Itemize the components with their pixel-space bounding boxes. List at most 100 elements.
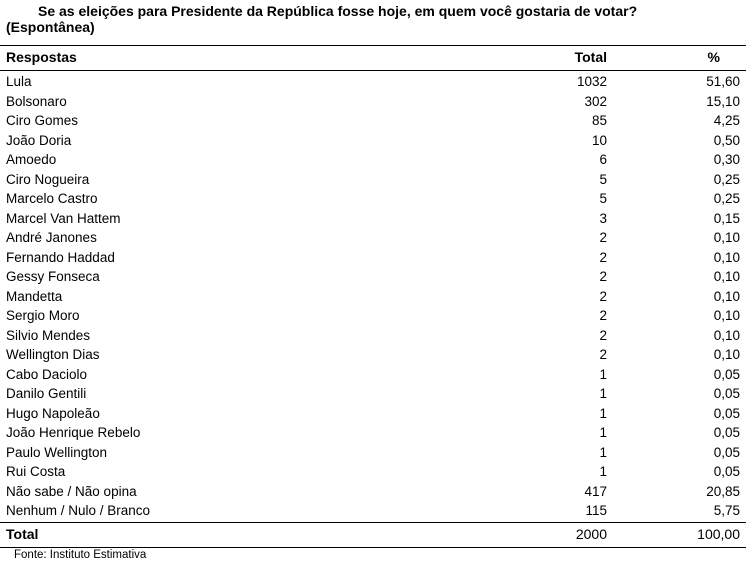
header-percent: %: [707, 49, 720, 65]
cell-total: 1032: [576, 74, 607, 89]
cell-percent: 0,05: [713, 464, 740, 479]
cell-name: Wellington Dias: [6, 347, 100, 362]
cell-total: 1: [599, 444, 607, 460]
cell-total: 115: [585, 503, 607, 518]
cell-name: André Janones: [6, 230, 97, 245]
cell-name: Hugo Napoleão: [6, 405, 100, 421]
cell-name: Mandetta: [6, 288, 63, 304]
table-title: Se as eleições para Presidente da Repúbl…: [6, 3, 742, 35]
cell-total: 2: [599, 269, 607, 284]
cell-percent: 51,60: [706, 74, 740, 89]
cell-total: 1: [599, 366, 607, 382]
cell-percent: 0,25: [713, 191, 740, 206]
source-note: Fonte: Instituto Estimativa: [14, 549, 147, 561]
cell-percent: 0,10: [713, 269, 740, 284]
total-percent: 100,00: [697, 525, 740, 542]
cell-total: 2: [599, 308, 607, 323]
cell-total: 85: [591, 113, 607, 128]
cell-name: Bolsonaro: [6, 93, 67, 109]
cell-name: Nenhum / Nulo / Branco: [6, 503, 151, 518]
cell-total: 1: [599, 405, 607, 421]
table-row: Marcelo Castro 5 0,25: [0, 188, 746, 208]
table-row: Fernando Haddad 2 0,10: [0, 247, 746, 267]
cell-name: João Henrique Rebelo: [6, 425, 141, 440]
cell-percent: 0,05: [713, 405, 740, 421]
cell-percent: 0,10: [713, 327, 740, 343]
cell-percent: 0,50: [713, 132, 740, 148]
table-row: Paulo Wellington 1 0,05: [0, 442, 746, 462]
cell-percent: 4,25: [713, 113, 740, 128]
cell-name: Danilo Gentili: [6, 386, 87, 401]
header-total: Total: [574, 49, 607, 65]
table-body: Lula 1032 51,60 Bolsonaro 302 15,10 Ciro Gomes…: [0, 71, 746, 520]
cell-percent: 5,75: [713, 503, 740, 518]
table-row: Rui Costa 1 0,05: [0, 461, 746, 481]
table-row: Silvio Mendes 2 0,10: [0, 325, 746, 345]
cell-name: Silvio Mendes: [6, 327, 91, 343]
cell-total: 5: [599, 171, 607, 187]
table-row: Lula 1032 51,60: [0, 71, 746, 91]
cell-name: Fernando Haddad: [6, 249, 115, 265]
cell-percent: 0,10: [713, 249, 740, 265]
cell-total: 1: [599, 464, 607, 479]
cell-name: Marcel Van Hattem: [6, 210, 121, 226]
title-subtitle: (Espontânea): [6, 19, 95, 35]
title-question: Se as eleições para Presidente da Repúbl…: [38, 3, 638, 19]
table-header: Respostas Total %: [0, 45, 746, 71]
cell-name: Marcelo Castro: [6, 191, 98, 206]
cell-percent: 15,10: [706, 93, 740, 109]
cell-total: 6: [599, 152, 607, 167]
cell-total: 1: [599, 386, 607, 401]
cell-total: 2: [599, 230, 607, 245]
cell-percent: 0,10: [713, 288, 740, 304]
cell-total: 2: [599, 288, 607, 304]
table-row: Amoedo 6 0,30: [0, 149, 746, 169]
table-row: Nenhum / Nulo / Branco 115 5,75: [0, 500, 746, 520]
cell-percent: 0,30: [713, 152, 740, 167]
cell-name: Amoedo: [6, 152, 57, 167]
table-row: André Janones 2 0,10: [0, 227, 746, 247]
cell-total: 3: [599, 210, 607, 226]
cell-percent: 0,10: [713, 230, 740, 245]
cell-percent: 0,10: [713, 308, 740, 323]
cell-percent: 0,05: [713, 386, 740, 401]
table-row: Ciro Gomes 85 4,25: [0, 110, 746, 130]
table-row: Wellington Dias 2 0,10: [0, 344, 746, 364]
table-row: João Henrique Rebelo 1 0,05: [0, 422, 746, 442]
table-row: Danilo Gentili 1 0,05: [0, 383, 746, 403]
cell-name: João Doria: [6, 132, 72, 148]
cell-name: Gessy Fonseca: [6, 269, 100, 284]
table-row: Mandetta 2 0,10: [0, 286, 746, 306]
table-row: Hugo Napoleão 1 0,05: [0, 403, 746, 423]
cell-percent: 0,15: [713, 210, 740, 226]
total-label: Total: [6, 525, 39, 542]
cell-total: 2: [599, 249, 607, 265]
cell-percent: 0,25: [713, 171, 740, 187]
cell-total: 302: [584, 93, 607, 109]
results-table: Respostas Total % Lula 1032 51,60 Bolsonaro…: [0, 45, 746, 548]
cell-name: Ciro Gomes: [6, 113, 79, 128]
total-count: 2000: [575, 525, 607, 542]
cell-total: 5: [599, 191, 607, 206]
cell-name: Sergio Moro: [6, 308, 80, 323]
table-row: Sergio Moro 2 0,10: [0, 305, 746, 325]
table-row: Gessy Fonseca 2 0,10: [0, 266, 746, 286]
table-row: João Doria 10 0,50: [0, 130, 746, 150]
cell-name: Paulo Wellington: [6, 444, 108, 460]
cell-name: Lula: [6, 74, 32, 89]
cell-percent: 0,05: [713, 366, 740, 382]
table-row: Não sabe / Não opina 417 20,85: [0, 481, 746, 501]
table-total-row: Total 2000 100,00: [0, 521, 746, 548]
table-row: Marcel Van Hattem 3 0,15: [0, 208, 746, 228]
cell-total: 10: [591, 132, 607, 148]
cell-percent: 0,05: [713, 425, 740, 440]
cell-name: Cabo Daciolo: [6, 366, 88, 382]
cell-name: Rui Costa: [6, 464, 66, 479]
table-row: Ciro Nogueira 5 0,25: [0, 169, 746, 189]
cell-total: 1: [599, 425, 607, 440]
cell-name: Ciro Nogueira: [6, 171, 90, 187]
cell-percent: 0,05: [713, 444, 740, 460]
table-row: Cabo Daciolo 1 0,05: [0, 364, 746, 384]
cell-percent: 20,85: [706, 483, 740, 499]
cell-total: 2: [599, 327, 607, 343]
